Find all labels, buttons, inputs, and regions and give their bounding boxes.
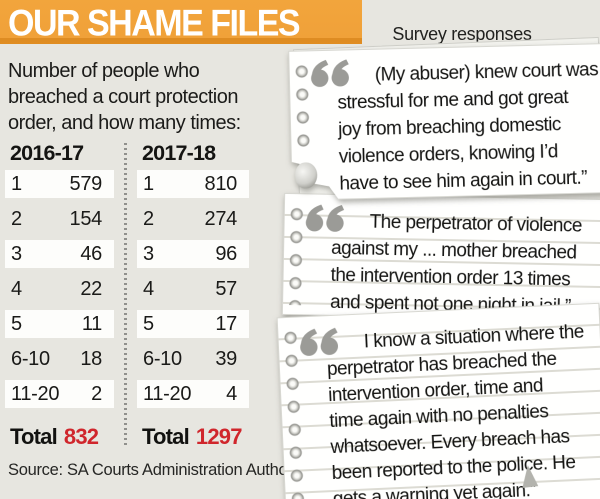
people-cell: 96 [215, 242, 237, 265]
people-cell: 154 [69, 207, 103, 230]
times-cell: 3 [11, 242, 22, 265]
times-cell: 4 [143, 277, 154, 300]
total-label: Total [142, 424, 190, 449]
intro-line: Number of people who [8, 60, 200, 82]
quote-mark-icon [310, 59, 352, 90]
times-cell: 1 [143, 172, 154, 195]
quote-mark-icon [305, 204, 347, 235]
torn-notebook-paper: The perpetrator of violence against my .… [281, 192, 600, 322]
times-cell: 1 [11, 172, 22, 195]
people-cell: 57 [215, 277, 237, 300]
people-cell: 17 [215, 312, 237, 335]
torn-paper-curl [294, 162, 318, 189]
source-credit: Source: SA Courts Administration Authori… [8, 461, 309, 479]
table-row: 5 17 [137, 310, 249, 338]
intro-line: order, and how many times: [8, 112, 241, 134]
quote-mark-icon [299, 327, 341, 360]
times-cell: 2 [11, 207, 22, 230]
times-cell: 6-10 [11, 347, 50, 370]
quote-line: (My abuser) knew court was [374, 59, 599, 86]
column-header: 2017-18 [142, 141, 216, 165]
quote-line: have to see him again in court.” [339, 167, 588, 195]
table-row: 11-20 4 [137, 380, 249, 408]
times-cell: 5 [11, 312, 22, 335]
table-row: 6-10 39 [137, 345, 249, 373]
tear-mark [519, 464, 539, 488]
torn-notebook-paper: (My abuser) knew court was stressful for… [288, 43, 600, 201]
people-cell: 274 [204, 207, 238, 230]
times-cell: 2 [143, 207, 154, 230]
people-cell: 39 [215, 347, 237, 370]
total-row: Total 1297 [137, 424, 249, 450]
quote-text: The perpetrator of violence against my .… [305, 204, 600, 321]
people-cell: 18 [80, 347, 102, 370]
binder-holes-icon [286, 203, 307, 306]
intro-line: breached a court protection [8, 86, 238, 108]
total-value: 1297 [195, 424, 243, 449]
table-row: 2 274 [137, 205, 249, 233]
total-value: 832 [63, 424, 99, 449]
people-cell: 579 [69, 172, 103, 195]
table-row: 5 11 [5, 310, 114, 338]
people-cell: 46 [80, 242, 102, 265]
survey-note-3: I know a situation where the perpetrator… [276, 302, 600, 499]
table-row: 4 22 [5, 275, 114, 303]
table-row: 11-20 2 [5, 380, 114, 408]
intro-text: Number of people who breached a court pr… [8, 58, 241, 136]
times-cell: 11-20 [11, 382, 60, 405]
people-cell: 11 [81, 312, 102, 335]
quote-text: I know a situation where the perpetrator… [300, 319, 600, 499]
survey-responses-heading: Survey responses [392, 24, 532, 44]
times-cell: 4 [11, 277, 22, 300]
quote-line: The perpetrator of violence [369, 211, 583, 237]
survey-note-1: (My abuser) knew court was stressful for… [288, 43, 600, 201]
table-row: 1 810 [137, 170, 249, 198]
torn-notebook-paper: I know a situation where the perpetrator… [276, 302, 600, 499]
binder-holes-icon [292, 60, 312, 152]
table-column-2017-18: 2017-18 1 810 2 274 3 96 4 57 5 17 6-10 … [137, 141, 249, 450]
table-row: 6-10 18 [5, 345, 114, 373]
times-cell: 6-10 [143, 347, 182, 370]
total-row: Total 832 [5, 424, 114, 450]
total-label: Total [10, 424, 58, 449]
table-row: 1 579 [5, 170, 114, 198]
table-column-2016-17: 2016-17 1 579 2 154 3 46 4 22 5 11 6-10 … [5, 141, 114, 450]
quote-text: (My abuser) knew court was stressful for… [337, 56, 600, 197]
times-cell: 5 [143, 312, 154, 335]
column-header: 2016-17 [10, 141, 84, 165]
table-row: 3 96 [137, 240, 249, 268]
times-cell: 11-20 [143, 382, 192, 405]
people-cell: 810 [204, 172, 238, 195]
title-banner: OUR SHAME FILES [0, 0, 362, 44]
people-cell: 2 [91, 382, 102, 405]
column-divider-dotted-line [124, 143, 127, 446]
people-cell: 22 [80, 277, 102, 300]
table-row: 2 154 [5, 205, 114, 233]
table-row: 4 57 [137, 275, 249, 303]
people-cell: 4 [226, 382, 237, 405]
table-row: 3 46 [5, 240, 114, 268]
page-title: OUR SHAME FILES [8, 3, 301, 45]
times-cell: 3 [143, 242, 154, 265]
survey-note-2: The perpetrator of violence against my .… [281, 192, 600, 322]
